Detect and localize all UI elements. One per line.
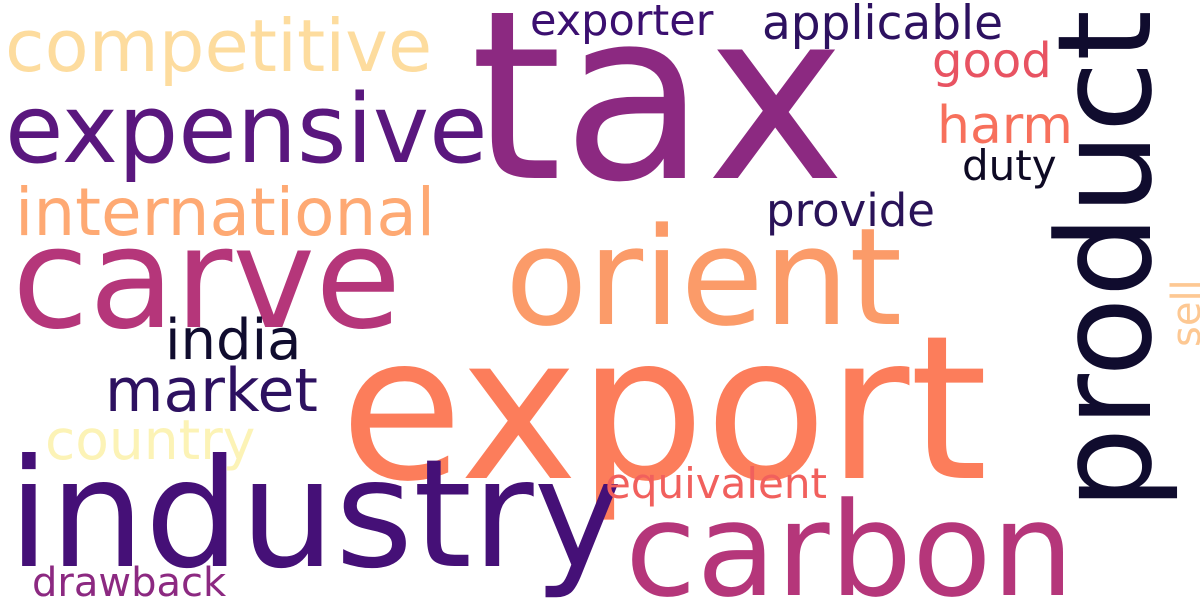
word-international: international — [15, 174, 436, 251]
word-expensive: expensive — [5, 75, 488, 185]
word-provide: provide — [766, 184, 935, 237]
word-duty: duty — [962, 141, 1057, 190]
word-carbon: carbon — [625, 474, 1075, 600]
word-tax: tax — [470, 0, 846, 234]
word-applicable: applicable — [762, 0, 1004, 51]
word-product: product — [1029, 9, 1181, 510]
word-country: country — [45, 408, 256, 472]
word-orient: orient — [505, 199, 903, 356]
word-industry: industry — [8, 428, 623, 600]
word-market: market — [105, 356, 318, 426]
word-sell: sell — [1164, 279, 1200, 347]
word-good: good — [932, 33, 1052, 89]
word-drawback: drawback — [32, 560, 227, 600]
word-harm: harm — [937, 96, 1073, 156]
word-competitive: competitive — [5, 4, 433, 88]
word-export: export — [340, 293, 988, 526]
word-equivalent: equivalent — [605, 459, 827, 508]
word-exporter: exporter — [530, 0, 714, 46]
word-carve: carve — [12, 198, 402, 361]
word-india: india — [165, 308, 302, 373]
